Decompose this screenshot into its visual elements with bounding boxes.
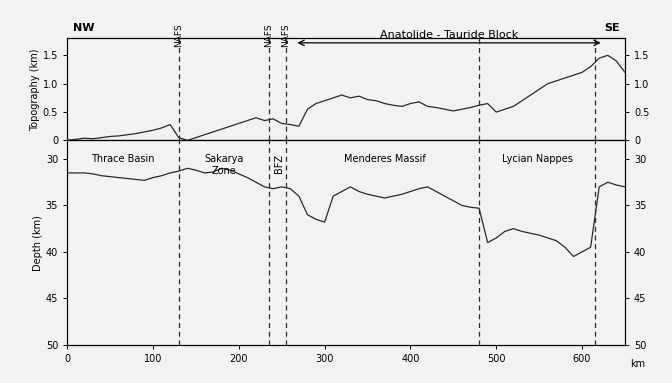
Text: Anatolide - Tauride Block: Anatolide - Tauride Block <box>380 30 518 40</box>
Text: NAFS: NAFS <box>282 23 290 47</box>
Text: SE: SE <box>603 23 620 33</box>
Text: Thrace Basin: Thrace Basin <box>91 154 155 164</box>
Text: Menderes Massif: Menderes Massif <box>344 154 425 164</box>
Y-axis label: Depth (km): Depth (km) <box>33 214 43 270</box>
Text: NAFS: NAFS <box>174 23 183 47</box>
Text: km: km <box>630 359 646 369</box>
Text: BFZ: BFZ <box>274 154 284 173</box>
Text: NW: NW <box>73 23 94 33</box>
Text: Sakarya
Zone: Sakarya Zone <box>204 154 244 176</box>
Y-axis label: Topography (km): Topography (km) <box>30 48 40 131</box>
Text: Lycian Nappes: Lycian Nappes <box>502 154 573 164</box>
Text: NAFS: NAFS <box>264 23 274 47</box>
